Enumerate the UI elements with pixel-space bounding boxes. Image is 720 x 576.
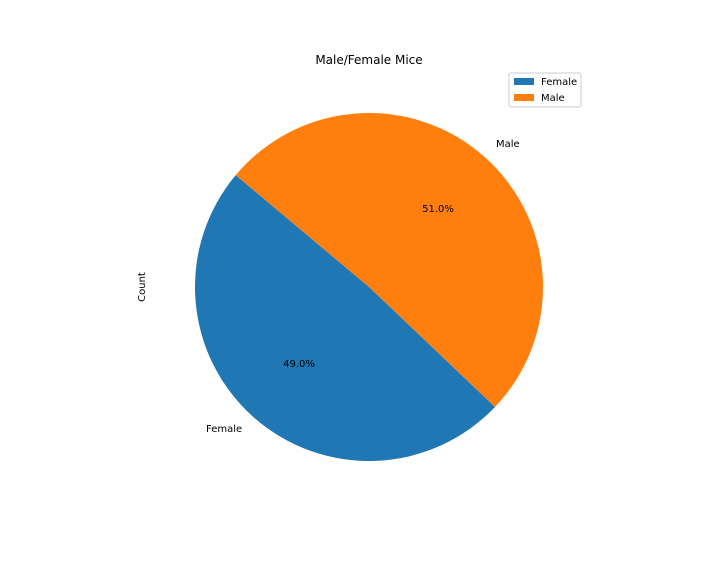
slice-value-female: 49.0% [283, 359, 315, 370]
y-axis-label: Count [137, 272, 148, 302]
legend-label-female: Female [541, 77, 577, 88]
slice-label-female: Female [206, 424, 242, 435]
legend-swatch-female [514, 78, 534, 85]
pie-slices [195, 112, 544, 461]
pie-slice-female [195, 175, 496, 461]
legend-label-male: Male [541, 93, 565, 104]
legend: Female Male [508, 72, 582, 108]
pie-slice-male [235, 112, 544, 407]
legend-swatch-male [514, 94, 534, 101]
slice-value-male: 51.0% [422, 204, 454, 215]
slice-label-male: Male [496, 139, 520, 150]
chart-title: Male/Female Mice [315, 53, 422, 67]
